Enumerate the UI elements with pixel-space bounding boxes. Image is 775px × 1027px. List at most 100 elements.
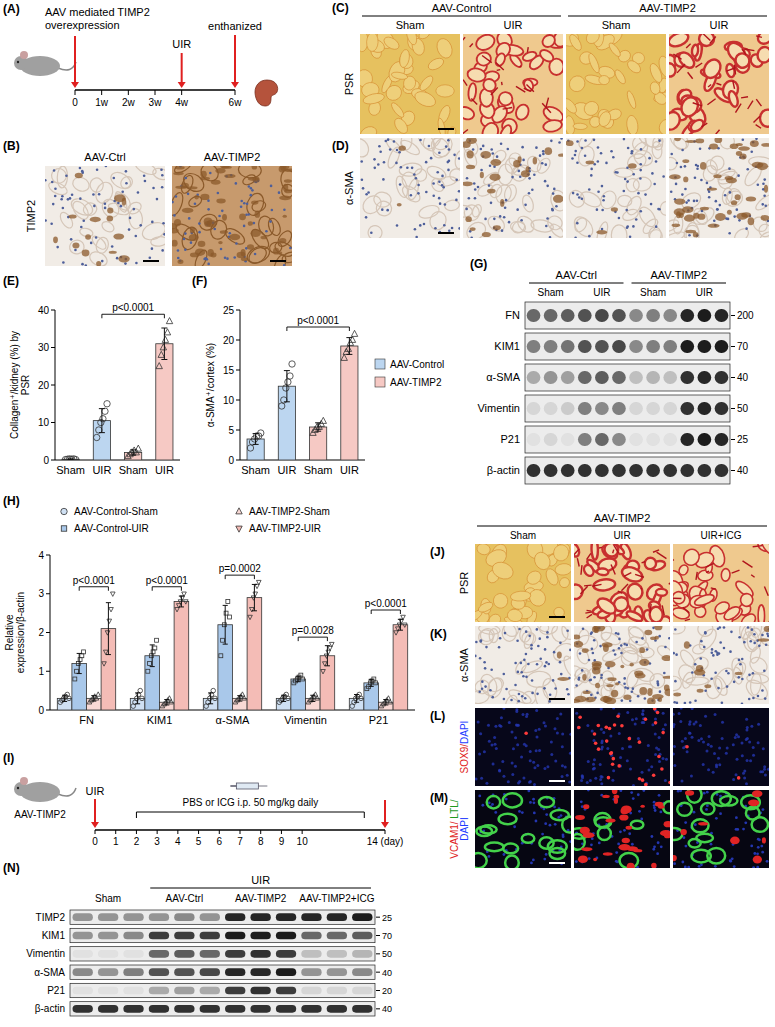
group-line [529,283,624,284]
nucleus [56,246,59,249]
nucleus [240,205,243,208]
nucleus [590,168,593,171]
nucleus [235,242,238,245]
tubule [636,647,654,659]
nucleus [116,257,119,260]
collagen [587,610,592,612]
band [629,340,643,353]
nucleus [184,177,187,180]
nucleus [70,238,73,241]
error-cap [99,408,105,409]
category-label: Sham [241,464,270,476]
tick-label: 6w [229,97,243,108]
nucleus [639,177,642,180]
tubule [750,626,763,638]
stain [647,698,656,704]
stain [695,139,704,144]
tick [51,347,55,348]
nucleus [625,209,628,212]
arrow-head [231,82,239,88]
nucleus [597,146,600,149]
nucleus [571,157,574,160]
error-cap [179,606,184,607]
nucleus [104,207,107,210]
nucleus [184,232,187,235]
group-line [568,16,767,17]
collagen [743,561,753,568]
stain [251,201,258,205]
stain [526,166,530,172]
stain [224,174,236,178]
nucleus [533,173,536,176]
tubule [488,182,504,199]
nucleus [627,147,630,150]
error-cap [315,422,321,423]
nucleus [717,687,720,690]
collagen [706,563,714,567]
error-line [286,371,287,402]
tick-label: 8 [258,836,264,847]
error-cap [135,692,140,693]
nucleus [480,640,483,643]
band [629,402,643,415]
nucleus [574,237,577,238]
tubule [510,590,531,602]
collagen [621,584,628,591]
scale-bar [143,260,159,262]
bar [341,346,358,460]
event-label: UIR [172,38,191,50]
tubule [417,203,440,220]
tubule [758,605,765,622]
nucleus [381,208,384,211]
nucleus [590,174,593,177]
tubule [759,230,769,238]
tubule [113,190,129,213]
nucleus [658,208,661,211]
point [61,508,67,514]
blot-label: FN [505,309,520,321]
tubule [525,154,544,174]
error-line [210,693,211,704]
band [578,309,592,322]
stain [662,655,670,661]
nucleus [589,679,592,682]
mouse-label: AAV-TIMP2 [14,809,66,820]
tubule [625,151,649,173]
stain [574,699,580,703]
point [155,638,159,642]
nucleus [370,231,373,234]
nucleus [161,174,164,177]
point [183,600,188,604]
blot-strip [525,333,730,360]
stain [707,187,717,190]
error-bar [99,409,105,433]
legend-label: AAV-TIMP2 [390,377,442,388]
error-line [133,450,134,455]
nucleus [588,659,591,662]
tubule [555,563,571,576]
stain [204,221,211,227]
tick-label: 4 [175,836,181,847]
collagen [640,588,642,590]
error-cap [325,665,330,666]
point [359,696,364,701]
nucleus [525,630,528,633]
tubule [597,110,613,128]
stain [654,626,662,630]
error-bar [68,458,74,460]
tick [236,340,240,341]
scale-bar [270,260,286,262]
stain [220,230,228,234]
group-label: AAV-TIMP2 [650,269,707,281]
nucleus [79,197,82,200]
nucleus [383,161,386,164]
legend-swatch [375,359,385,369]
band [629,464,643,477]
nucleus [480,639,483,642]
tick [236,400,240,401]
p-value: p<0.0001 [297,315,339,326]
point [103,650,108,654]
p-value: p<0.0001 [112,302,154,313]
tail [58,62,76,70]
tubule [503,183,519,203]
